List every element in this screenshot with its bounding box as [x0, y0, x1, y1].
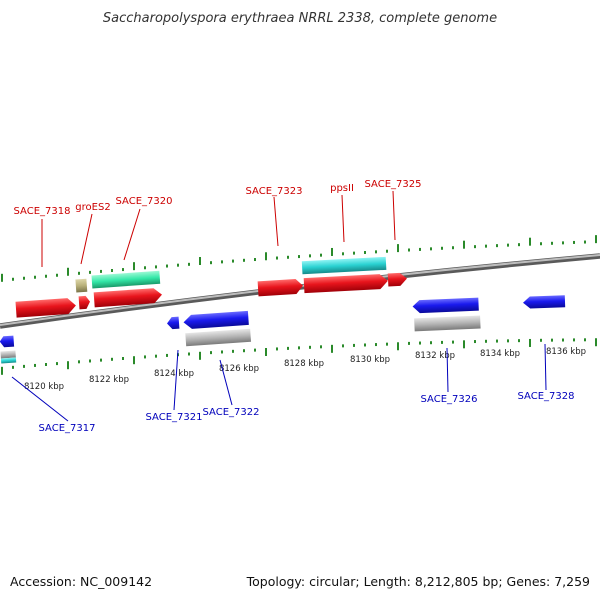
label-sace-7321[interactable]: SACE_7321 [146, 412, 203, 423]
gene-sace-7326-rna[interactable] [414, 315, 481, 332]
gene-sace-7318[interactable] [15, 298, 77, 318]
scale-label: 8132 kbp [415, 351, 455, 361]
forward-tick-track [1, 235, 597, 282]
label-sace-7326[interactable]: SACE_7326 [421, 394, 478, 405]
gene-sace-7322[interactable] [183, 310, 249, 330]
forward-features [15, 256, 408, 318]
gene-ppsii-rna[interactable] [301, 256, 387, 275]
label-sace-7325[interactable]: SACE_7325 [365, 179, 422, 190]
scale-label: 8122 kbp [89, 375, 129, 385]
gene-sace-7328[interactable] [523, 295, 566, 309]
label-sace-7323[interactable]: SACE_7323 [246, 186, 303, 197]
label-groes2[interactable]: groES2 [75, 202, 110, 213]
reverse-gene-labels: SACE_7317 SACE_7321 SACE_7322 SACE_7326 … [11, 343, 575, 434]
genome-backbone [0, 253, 600, 329]
label-sace-7320[interactable]: SACE_7320 [116, 196, 173, 207]
scale-label: 8136 kbp [546, 347, 586, 357]
forward-gene-labels: SACE_7318 groES2 SACE_7320 SACE_7323 pps… [14, 179, 422, 267]
leader-line [123, 208, 141, 261]
gene-sace-7325[interactable] [387, 272, 408, 287]
reverse-tick-track [1, 338, 597, 375]
label-sace-7322[interactable]: SACE_7322 [203, 407, 260, 418]
gene-sace-7323[interactable] [257, 279, 304, 297]
leader-line [80, 213, 93, 265]
gene-sace-7322-rna[interactable] [185, 328, 252, 347]
scale-label: 8128 kbp [284, 359, 324, 369]
gene-groes2[interactable] [78, 295, 91, 310]
topology-text: Topology: circular; Length: 8,212,805 bp… [246, 574, 590, 589]
leader-line [273, 196, 279, 247]
leader-line [219, 359, 233, 406]
gene-sace-7317-rna-a[interactable] [0, 350, 16, 359]
leader-line [173, 349, 179, 411]
leader-line [446, 347, 449, 393]
scale-label: 8130 kbp [350, 355, 390, 365]
map-title: Saccharopolyspora erythraea NRRL 2338, c… [103, 11, 497, 26]
gene-sace-7320[interactable] [93, 288, 163, 308]
gene-ppsii[interactable] [303, 274, 389, 294]
leader-line [11, 376, 69, 422]
gene-sace-7321[interactable] [167, 316, 180, 330]
label-sace-7328[interactable]: SACE_7328 [518, 391, 575, 402]
label-sace-7318[interactable]: SACE_7318 [14, 206, 71, 217]
accession-text: Accession: NC_009142 [10, 574, 152, 589]
scale-labels: 8120 kbp 8122 kbp 8124 kbp 8126 kbp 8128… [24, 347, 586, 392]
gene-sace-7317-rna-b[interactable] [0, 357, 17, 364]
reverse-features [0, 295, 566, 364]
gene-sace-7326[interactable] [412, 297, 479, 314]
gene-sace-7320-rna[interactable] [91, 270, 161, 289]
label-sace-7317[interactable]: SACE_7317 [39, 423, 96, 434]
scale-label: 8124 kbp [154, 369, 194, 379]
leader-line [392, 190, 396, 241]
leader-line [544, 343, 547, 391]
scale-label: 8120 kbp [24, 382, 64, 392]
gene-sace-7317[interactable] [0, 335, 15, 348]
scale-label: 8134 kbp [480, 349, 520, 359]
leader-line [341, 194, 345, 243]
scale-label: 8126 kbp [219, 364, 259, 374]
label-ppsii[interactable]: ppsII [330, 183, 354, 194]
gene-groes2-rna[interactable] [75, 278, 88, 293]
